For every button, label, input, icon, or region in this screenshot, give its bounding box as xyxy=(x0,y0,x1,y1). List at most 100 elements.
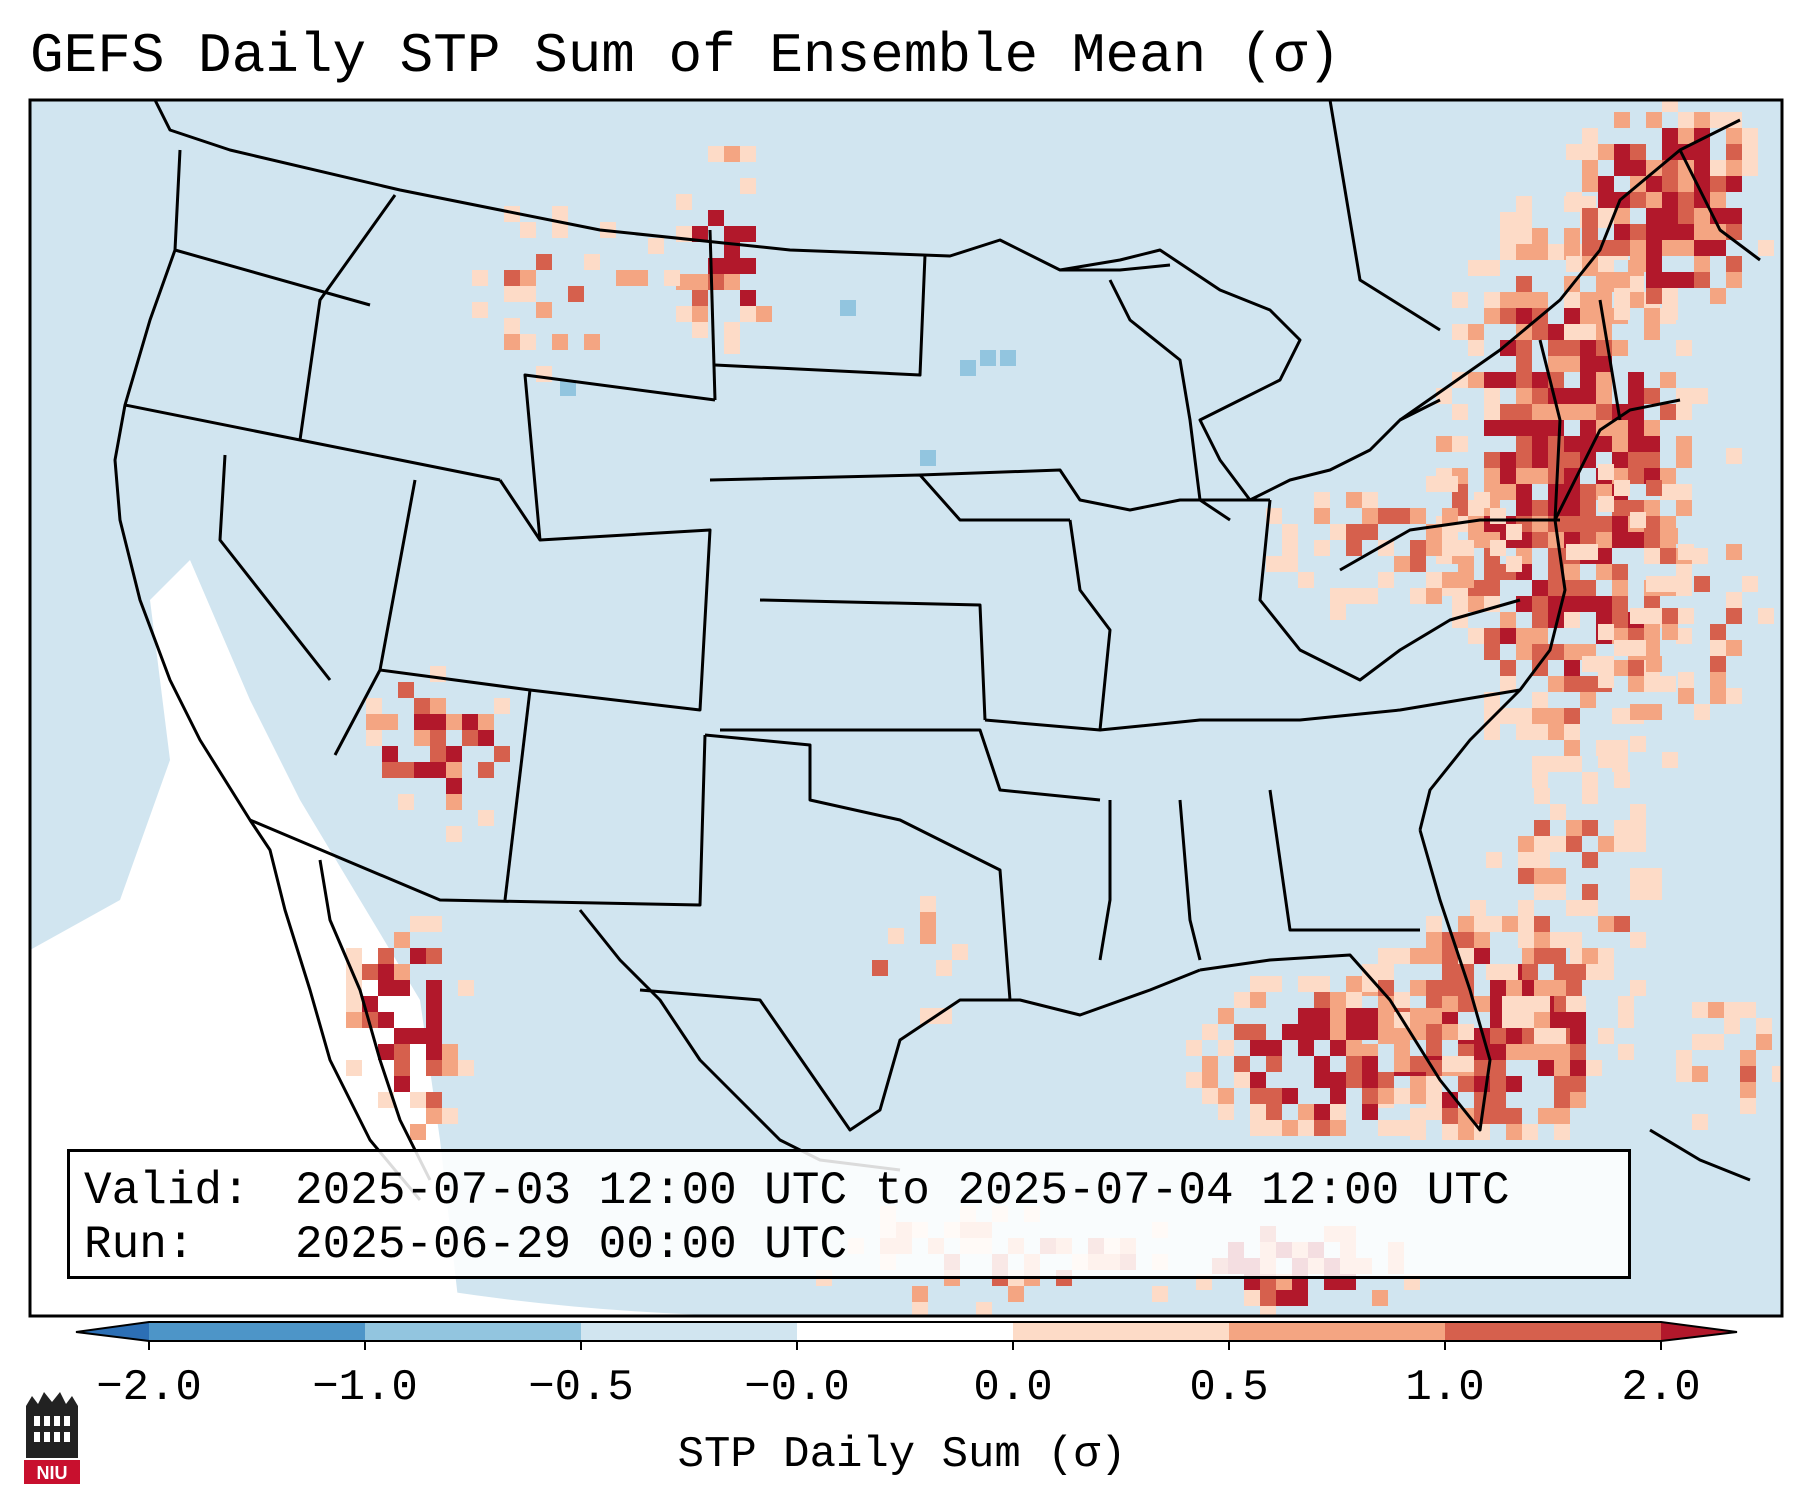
stp-cell xyxy=(1538,1108,1554,1124)
stp-cell xyxy=(740,258,756,274)
stp-cell xyxy=(426,1028,442,1044)
stp-cell xyxy=(1628,388,1644,404)
stp-cell xyxy=(724,338,740,354)
stp-cell xyxy=(1564,676,1580,692)
stp-cell xyxy=(1442,572,1458,588)
stp-cell xyxy=(1630,240,1646,256)
stp-cell xyxy=(1628,676,1644,692)
stp-cell xyxy=(1646,656,1662,672)
stp-cell xyxy=(1330,1088,1346,1104)
stp-cell xyxy=(1646,608,1662,624)
stp-cell xyxy=(1726,272,1742,288)
state-line-ne xyxy=(709,473,1070,522)
stp-cell xyxy=(1490,1108,1506,1124)
stp-cell xyxy=(1506,524,1522,540)
stp-cell xyxy=(1250,1088,1266,1104)
stp-cell xyxy=(1726,448,1742,464)
stp-cell xyxy=(1678,192,1694,208)
stp-cell xyxy=(1484,724,1500,740)
stp-cell xyxy=(1644,628,1660,644)
stp-cell xyxy=(1612,580,1628,596)
stp-cell xyxy=(426,1012,442,1028)
stp-cell xyxy=(378,1092,394,1108)
state-line-tn xyxy=(1099,688,1521,732)
stp-cell xyxy=(1598,144,1614,160)
state-line-pa xyxy=(1339,518,1560,572)
stp-cell xyxy=(1394,1028,1410,1044)
stp-cell xyxy=(1614,480,1630,496)
stp-cell xyxy=(1598,624,1614,640)
stp-cell xyxy=(1614,820,1630,836)
stp-cell xyxy=(398,762,414,778)
state-line-nd-sd xyxy=(714,254,927,377)
stp-cell xyxy=(1458,1056,1474,1072)
stp-cell xyxy=(1490,508,1506,524)
stp-cell xyxy=(1554,1060,1570,1076)
colorbar-segment-3 xyxy=(581,1322,797,1341)
stp-cell xyxy=(1452,596,1468,612)
stp-cell xyxy=(1710,688,1726,704)
stp-cell xyxy=(366,698,382,714)
stp-cell xyxy=(1394,556,1410,572)
stp-cell xyxy=(1662,624,1678,640)
stp-cell xyxy=(1628,436,1644,452)
stp-cell xyxy=(1534,948,1550,964)
stp-cell xyxy=(382,714,398,730)
state-line-wy xyxy=(523,373,716,541)
stp-cell xyxy=(1534,980,1550,996)
stp-cell xyxy=(1484,388,1500,404)
stp-cell xyxy=(1500,708,1516,724)
stp-cell xyxy=(1630,640,1646,656)
stp-cell xyxy=(1506,980,1522,996)
stp-cell xyxy=(410,1092,426,1108)
stp-cell xyxy=(1500,484,1516,500)
stp-cell xyxy=(1694,224,1710,240)
stp-cell xyxy=(1516,644,1532,660)
stp-cell xyxy=(446,778,462,794)
stp-cell xyxy=(478,762,494,778)
colorbar-upper-extend xyxy=(1661,1322,1737,1341)
run-label: Run: xyxy=(84,1219,195,1271)
stp-cell xyxy=(1500,452,1516,468)
stp-cell xyxy=(616,270,632,286)
stp-cell xyxy=(1598,176,1614,192)
stp-cell xyxy=(1548,244,1564,260)
valid-line: Valid: 2025-07-03 12:00 UTC to 2025-07-04… xyxy=(84,1164,1628,1218)
stp-cell xyxy=(1564,724,1580,740)
stp-cell xyxy=(1630,932,1646,948)
stp-cell xyxy=(1628,468,1644,484)
stp-cell xyxy=(1468,596,1484,612)
stp-cell xyxy=(1516,292,1532,308)
stp-cell xyxy=(1298,976,1314,992)
state-line-al xyxy=(1178,799,1202,961)
stp-cell xyxy=(1394,508,1410,524)
stp-cell xyxy=(1468,324,1484,340)
stp-cell xyxy=(1506,1108,1522,1124)
stp-cell xyxy=(1486,852,1502,868)
stp-cell xyxy=(1580,580,1596,596)
stp-cell xyxy=(1518,1012,1534,1028)
stp-cell xyxy=(708,146,724,162)
stp-cell xyxy=(1250,1024,1266,1040)
stp-cell xyxy=(1522,1044,1538,1060)
stp-cell xyxy=(1452,404,1468,420)
stp-cell xyxy=(446,826,462,842)
stp-cell xyxy=(1378,1028,1394,1044)
state-line-ga xyxy=(1268,789,1420,932)
stp-cell xyxy=(1532,452,1548,468)
stp-cell xyxy=(1394,948,1410,964)
stp-cell xyxy=(1518,836,1534,852)
stp-cell xyxy=(1644,436,1660,452)
stp-cell xyxy=(1662,288,1678,304)
valid-label: Valid: xyxy=(84,1165,250,1217)
colorbar-tick-label: 1.0 xyxy=(1405,1363,1485,1413)
stp-cell xyxy=(1630,704,1646,720)
stp-cell xyxy=(1534,1028,1550,1044)
stp-cell xyxy=(1442,996,1458,1012)
stp-cell xyxy=(1580,388,1596,404)
stp-cell xyxy=(1630,980,1646,996)
map-title: GEFS Daily STP Sum of Ensemble Mean (σ) xyxy=(30,24,1341,88)
stp-cell xyxy=(458,1060,474,1076)
stp-cell xyxy=(536,302,552,318)
stp-cell xyxy=(1442,508,1458,524)
